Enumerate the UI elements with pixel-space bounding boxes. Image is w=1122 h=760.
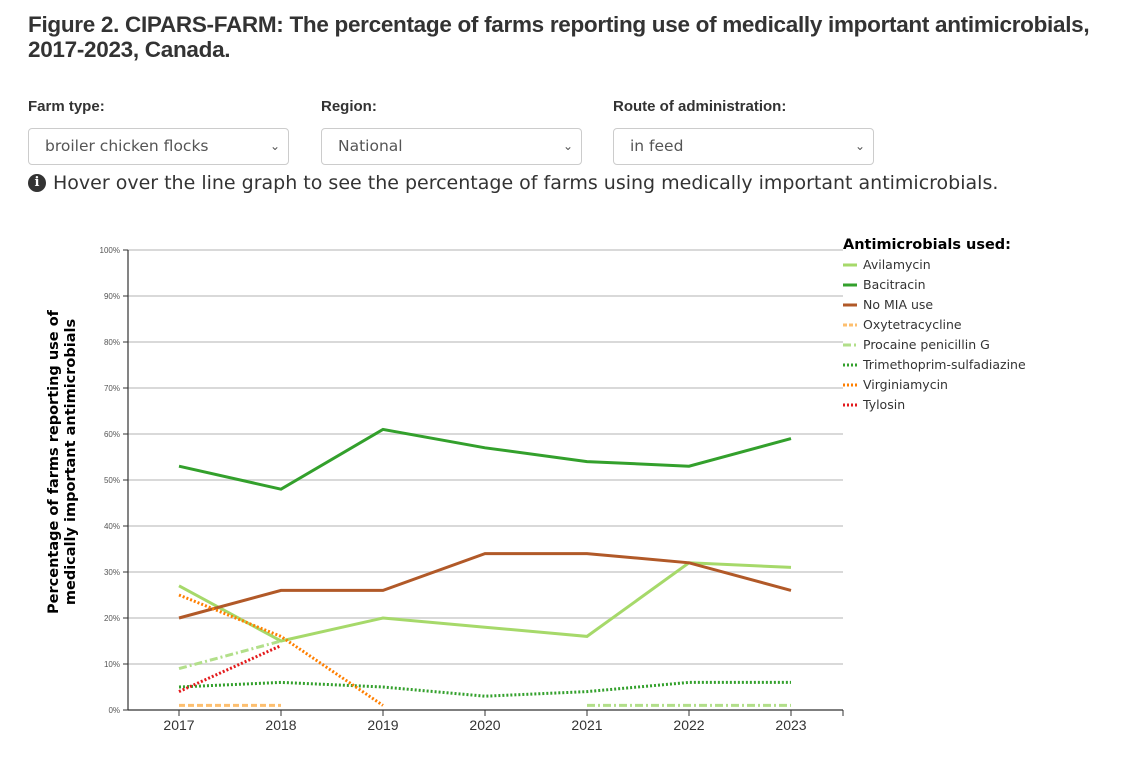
- hover-hint: i Hover over the line graph to see the p…: [28, 172, 998, 194]
- chevron-down-icon: ⌄: [269, 139, 280, 153]
- legend-item[interactable]: Virginiamycin: [863, 377, 948, 392]
- series-line-procaine-penicillin-g[interactable]: [178, 639, 282, 671]
- series-lines: [178, 427, 792, 707]
- legend-item[interactable]: Procaine penicillin G: [863, 337, 990, 352]
- legend-title: Antimicrobials used:: [843, 237, 1011, 253]
- hint-text: Hover over the line graph to see the per…: [53, 172, 999, 194]
- legend-item[interactable]: No MIA use: [863, 297, 933, 312]
- x-tick-label: 2018: [265, 717, 296, 733]
- legend-item[interactable]: Avilamycin: [863, 257, 931, 272]
- x-tick-label: 2023: [775, 717, 806, 733]
- x-tick-label: 2022: [673, 717, 704, 733]
- y-tick-label: 50%: [104, 476, 120, 485]
- series-line-no-mia-use[interactable]: [178, 552, 792, 620]
- y-tick-label: 70%: [104, 384, 120, 393]
- x-tick-label: 2019: [367, 717, 398, 733]
- x-axis: 2017 2018 2019 2020 2021 2022 2023: [128, 709, 844, 733]
- y-tick-label: 10%: [104, 660, 120, 669]
- legend-item[interactable]: Tylosin: [862, 397, 905, 412]
- y-tick-label: 60%: [104, 430, 120, 439]
- x-tick-label: 2020: [469, 717, 500, 733]
- y-tick-label: 30%: [104, 568, 120, 577]
- region-select[interactable]: National ⌄: [321, 128, 582, 165]
- y-tick-label: 80%: [104, 338, 120, 347]
- farm-type-value: broiler chicken flocks: [45, 137, 209, 155]
- y-tick-label: 90%: [104, 292, 120, 301]
- chevron-down-icon: ⌄: [854, 139, 865, 153]
- y-tick-label: 20%: [104, 614, 120, 623]
- series-line-bacitracin[interactable]: [178, 427, 792, 491]
- x-tick-label: 2017: [163, 717, 194, 733]
- y-tick-label: 40%: [104, 522, 120, 531]
- route-select[interactable]: in feed ⌄: [613, 128, 874, 165]
- y-tick-label: 100%: [100, 246, 120, 255]
- farm-type-select[interactable]: broiler chicken flocks ⌄: [28, 128, 289, 165]
- series-line-trimethoprim-sulfadiazine[interactable]: [178, 680, 791, 698]
- series-line-virginiamycin[interactable]: [178, 593, 384, 707]
- y-axis: 0% 10% 20% 30% 40% 50% 60% 70% 80% 90% 100%: [100, 246, 129, 715]
- y-tick-label: 0%: [108, 706, 120, 715]
- series-line-tylosin[interactable]: [178, 644, 282, 693]
- farm-type-label: Farm type:: [28, 98, 105, 115]
- legend-item[interactable]: Bacitracin: [863, 277, 926, 292]
- legend: Antimicrobials used: Avilamycin Bacitracin…: [843, 237, 1026, 412]
- x-tick-label: 2021: [571, 717, 602, 733]
- route-label: Route of administration:: [613, 98, 787, 115]
- legend-item[interactable]: Trimethoprim-sulfadiazine: [862, 357, 1026, 372]
- series-line-avilamycin[interactable]: [178, 561, 792, 643]
- legend-item[interactable]: Oxytetracycline: [863, 317, 962, 332]
- region-value: National: [338, 137, 403, 155]
- region-label: Region:: [321, 98, 377, 115]
- info-circle-icon: i: [28, 174, 46, 192]
- chevron-down-icon: ⌄: [562, 139, 573, 153]
- figure-title: Figure 2. CIPARS-FARM: The percentage of…: [28, 12, 1090, 62]
- route-value: in feed: [630, 137, 684, 155]
- y-axis-label-group: Percentage of farms reporting use of medi…: [46, 309, 79, 614]
- y-axis-label: Percentage of farms reporting use of: [46, 309, 62, 614]
- y-axis-label: medically important antimicrobials: [63, 319, 79, 605]
